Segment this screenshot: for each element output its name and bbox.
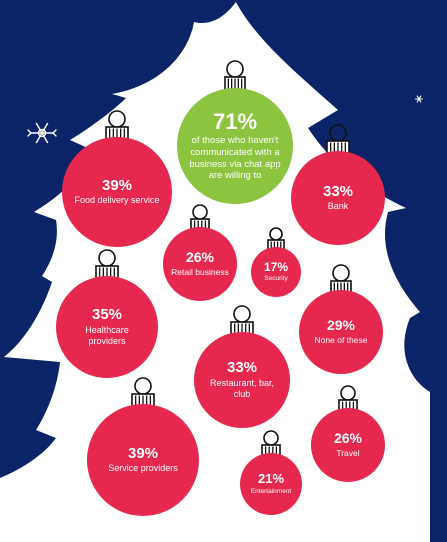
ornament-value: 33% bbox=[322, 182, 354, 200]
ornament-food-delivery-service: 39% Food delivery service bbox=[62, 137, 172, 247]
ornament-value: 29% bbox=[326, 317, 356, 334]
ornament-cap-icon bbox=[326, 124, 350, 159]
ornament-service-providers: 39% Service providers bbox=[87, 404, 199, 516]
ornament-value: 26% bbox=[185, 249, 215, 266]
ornament-label: Retail business bbox=[171, 267, 229, 278]
ornament-cap-icon bbox=[105, 110, 129, 145]
ornament-label: Entertainment bbox=[250, 487, 292, 495]
ornament-cap-icon bbox=[330, 264, 352, 298]
ornament-value: 35% bbox=[91, 305, 123, 323]
ornament-value: 33% bbox=[226, 358, 258, 376]
ornament-label: Travel bbox=[336, 448, 360, 459]
ornament-cap-icon bbox=[131, 377, 155, 412]
ornament-label: of those who haven't communicated with a… bbox=[189, 134, 281, 182]
ornament-travel: 26% Travel bbox=[311, 408, 385, 482]
snowflake-icon bbox=[414, 95, 424, 103]
ornament-entertainment: 21% Entertainment bbox=[240, 453, 302, 515]
ornament-value: 21% bbox=[257, 471, 285, 487]
ornament-none-of-these: 29% None of these bbox=[299, 290, 383, 374]
ornament-value: 71% bbox=[212, 108, 258, 134]
ornament-bank: 33% Bank bbox=[291, 151, 385, 245]
ornament-healthcare-providers: 35% Healthcare providers bbox=[56, 276, 158, 378]
ornament-label: Service providers bbox=[108, 463, 178, 474]
ornament-restaurant-bar-club: 33% Restaurant, bar, club bbox=[194, 332, 290, 428]
ornament-label: Food delivery service bbox=[74, 195, 160, 206]
highlight-ornament: 71% of those who haven't communicated wit… bbox=[177, 88, 293, 204]
ornament-value: 17% bbox=[263, 259, 289, 274]
ornament-cap-icon bbox=[261, 430, 281, 461]
ornament-cap-icon bbox=[190, 204, 210, 235]
snowflake-icon bbox=[27, 122, 57, 144]
ornament-value: 26% bbox=[333, 430, 363, 447]
ornament-label: None of these bbox=[314, 335, 368, 346]
ornament-retail-business: 26% Retail business bbox=[163, 227, 237, 301]
ornament-value: 39% bbox=[127, 444, 159, 462]
ornament-value: 39% bbox=[101, 176, 133, 194]
ornament-label: Healthcare providers bbox=[85, 324, 129, 346]
ornament-security: 17% Security bbox=[251, 247, 301, 297]
ornament-label: Security bbox=[264, 275, 288, 283]
ornament-label: Restaurant, bar, club bbox=[209, 377, 275, 399]
ornament-label: Bank bbox=[327, 201, 349, 212]
